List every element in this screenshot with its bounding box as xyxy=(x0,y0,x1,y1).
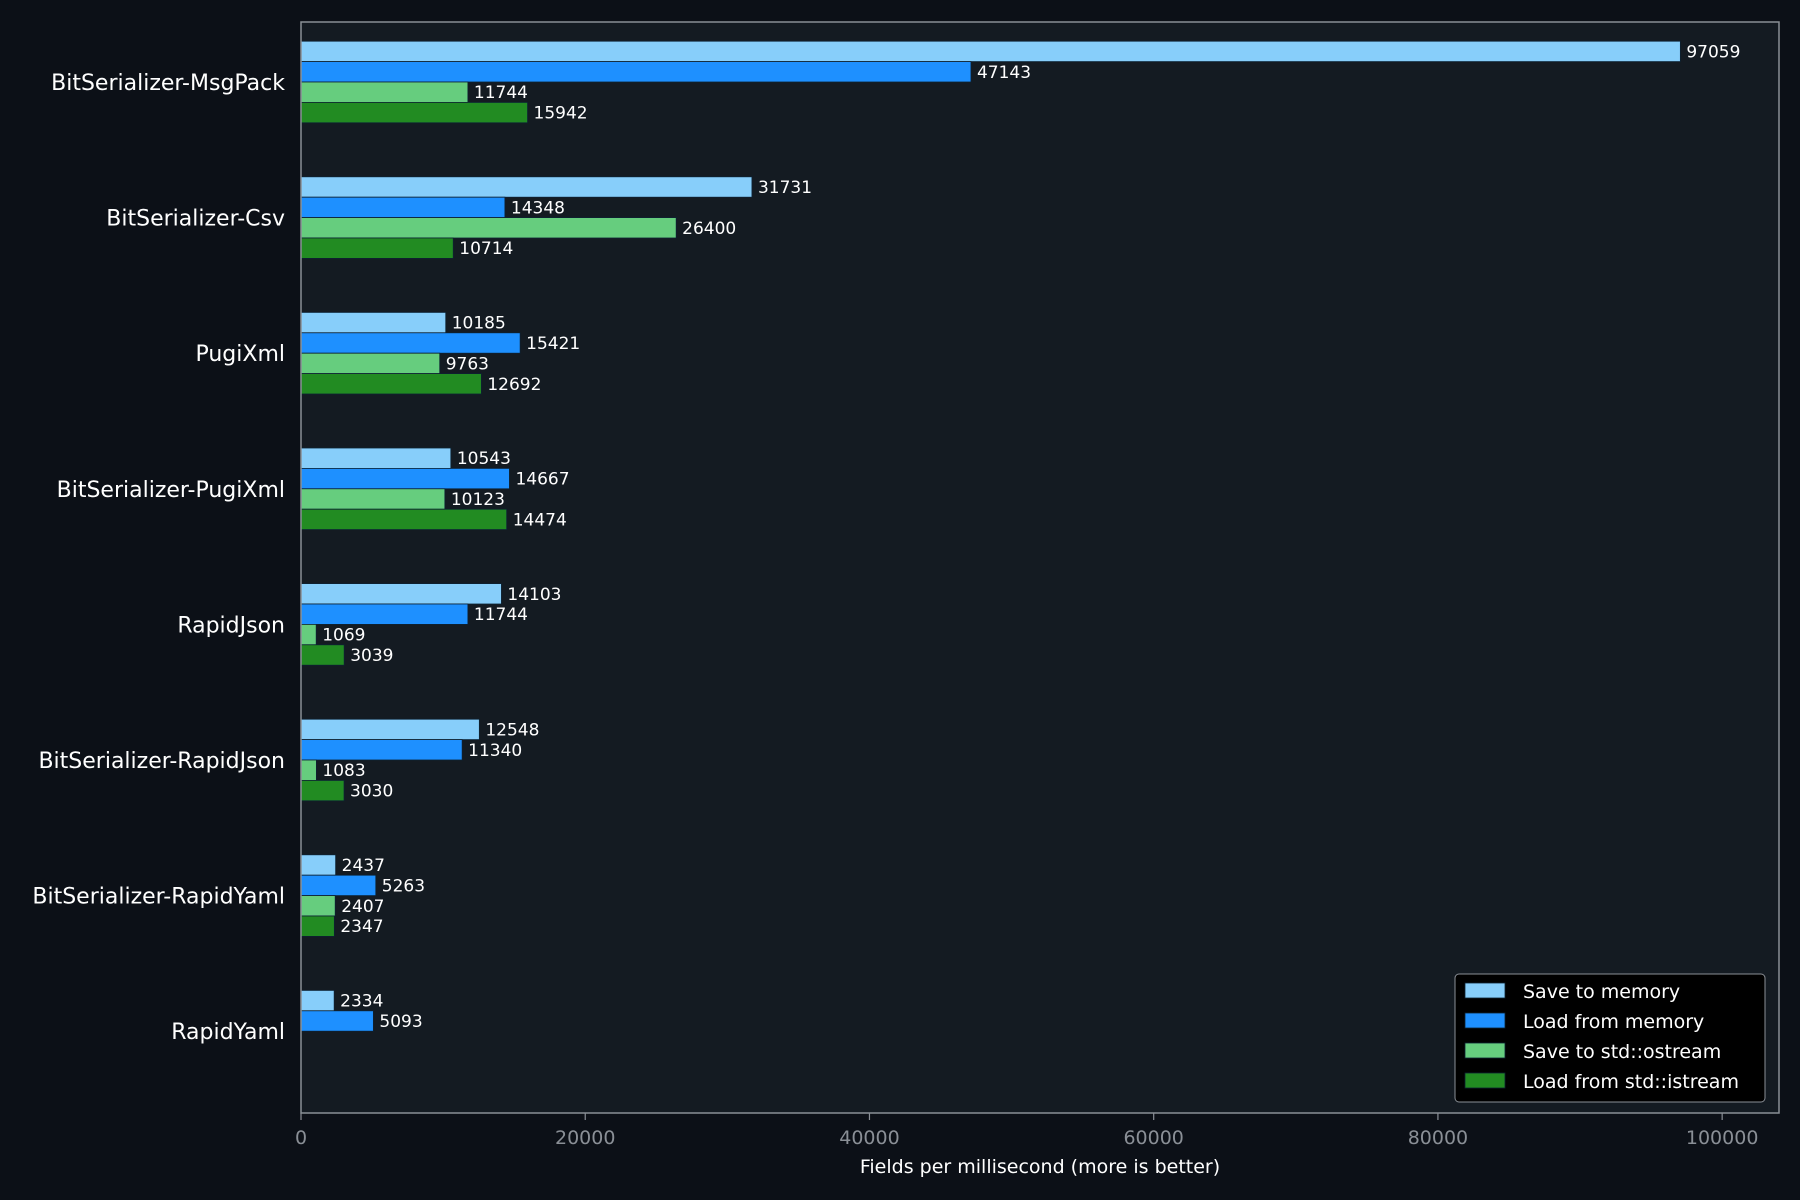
bar-value-label: 26400 xyxy=(682,219,736,239)
bar-value-label: 14667 xyxy=(515,470,569,490)
legend-box xyxy=(1454,973,1766,1103)
bar xyxy=(300,176,753,198)
bar-value-label: 12692 xyxy=(487,375,541,395)
bar-value-label: 12548 xyxy=(485,720,539,740)
bar xyxy=(300,759,317,781)
bar-value-label: 2407 xyxy=(341,897,384,917)
bar-value-label: 11340 xyxy=(468,741,522,761)
bar-value-label: 31731 xyxy=(758,178,812,198)
bar-value-label: 97059 xyxy=(1686,42,1740,62)
bar-value-label: 47143 xyxy=(977,63,1031,83)
category-label: BitSerializer-PugiXml xyxy=(57,478,285,503)
bar xyxy=(300,990,335,1012)
bar-value-label: 10185 xyxy=(452,314,506,334)
category-label: RapidJson xyxy=(177,613,285,638)
bar-value-label: 1083 xyxy=(322,761,365,781)
bar xyxy=(300,895,336,917)
category-labels-layer: BitSerializer-MsgPack BitSerializer-Csv Pu… xyxy=(32,71,285,1045)
bar-value-label: 2334 xyxy=(340,992,383,1012)
bar xyxy=(300,780,345,802)
x-tick-label: 60000 xyxy=(1123,1127,1183,1149)
bar xyxy=(300,488,446,510)
bar xyxy=(300,81,469,103)
bar-value-label: 14348 xyxy=(511,198,565,218)
bar xyxy=(300,644,345,666)
x-tick-label: 20000 xyxy=(555,1127,615,1149)
bar xyxy=(300,874,377,897)
bar xyxy=(300,467,510,490)
bar xyxy=(300,311,447,334)
bar xyxy=(300,508,508,531)
bar xyxy=(300,237,454,259)
bar xyxy=(300,739,463,761)
bar-value-label: 14103 xyxy=(507,585,561,605)
legend-label: Load from memory xyxy=(1523,1011,1704,1033)
bar-value-label: 5093 xyxy=(379,1012,422,1032)
bar-value-label: 10123 xyxy=(451,490,505,510)
bar-value-label: 11744 xyxy=(474,605,528,625)
bar xyxy=(300,373,482,395)
category-label: BitSerializer-RapidYaml xyxy=(32,885,285,910)
bar xyxy=(300,196,506,218)
bar-value-label: 14474 xyxy=(513,510,567,530)
plot-area xyxy=(301,22,1779,1113)
bar xyxy=(300,915,335,937)
bar-value-label: 10714 xyxy=(459,239,513,259)
bar xyxy=(300,352,441,375)
bar-value-label: 1069 xyxy=(322,626,365,646)
legend-label: Save to std::ostream xyxy=(1523,1041,1721,1063)
bar-value-label: 10543 xyxy=(457,449,511,469)
legend-swatch xyxy=(1464,982,1506,999)
bar-value-label: 2437 xyxy=(342,856,385,876)
x-tick-label: 40000 xyxy=(839,1127,899,1149)
x-ticks-layer: 0 20000 40000 60000 80000 100000 xyxy=(295,1113,1758,1149)
legend-label: Save to memory xyxy=(1523,981,1680,1003)
bar xyxy=(300,332,521,354)
x-axis-title: Fields per millisecond (more is better) xyxy=(860,1156,1220,1178)
bar xyxy=(300,217,677,239)
bar xyxy=(300,1010,374,1032)
legend-swatch xyxy=(1464,1072,1506,1089)
bar-value-label: 9763 xyxy=(446,354,489,374)
x-tick-label: 80000 xyxy=(1408,1127,1468,1149)
bar xyxy=(300,854,337,876)
bar-value-label: 11744 xyxy=(474,83,528,103)
x-tick-label: 100000 xyxy=(1686,1127,1759,1149)
bar-value-label: 3039 xyxy=(350,646,393,666)
category-label: BitSerializer-RapidJson xyxy=(38,749,285,774)
bar-value-label: 15942 xyxy=(534,104,588,124)
category-label: BitSerializer-Csv xyxy=(106,207,285,232)
bar xyxy=(300,447,452,469)
legend-label: Load from std::istream xyxy=(1523,1071,1739,1093)
x-tick-label: 0 xyxy=(295,1127,307,1149)
legend-swatch xyxy=(1464,1012,1506,1029)
category-label: PugiXml xyxy=(195,342,285,367)
bar-value-label: 5263 xyxy=(382,876,425,896)
category-label: BitSerializer-MsgPack xyxy=(51,71,285,96)
category-label: RapidYaml xyxy=(171,1020,285,1045)
bar xyxy=(300,718,480,741)
bar xyxy=(300,102,528,124)
bar xyxy=(300,603,469,625)
legend: Save to memory Load from memory Save to st… xyxy=(1454,973,1766,1103)
value-labels-layer: 97059 47143 11744 15942 31731 14348 26400 10714… xyxy=(322,42,1740,1032)
bar-value-label: 3030 xyxy=(350,782,393,802)
bar xyxy=(300,583,502,605)
bar xyxy=(300,624,317,646)
bar xyxy=(300,40,1681,63)
bar xyxy=(300,61,972,83)
bar-value-label: 2347 xyxy=(340,917,383,937)
bar-value-label: 15421 xyxy=(526,334,580,354)
legend-swatch xyxy=(1464,1042,1506,1059)
plot-frame xyxy=(300,21,1780,1114)
